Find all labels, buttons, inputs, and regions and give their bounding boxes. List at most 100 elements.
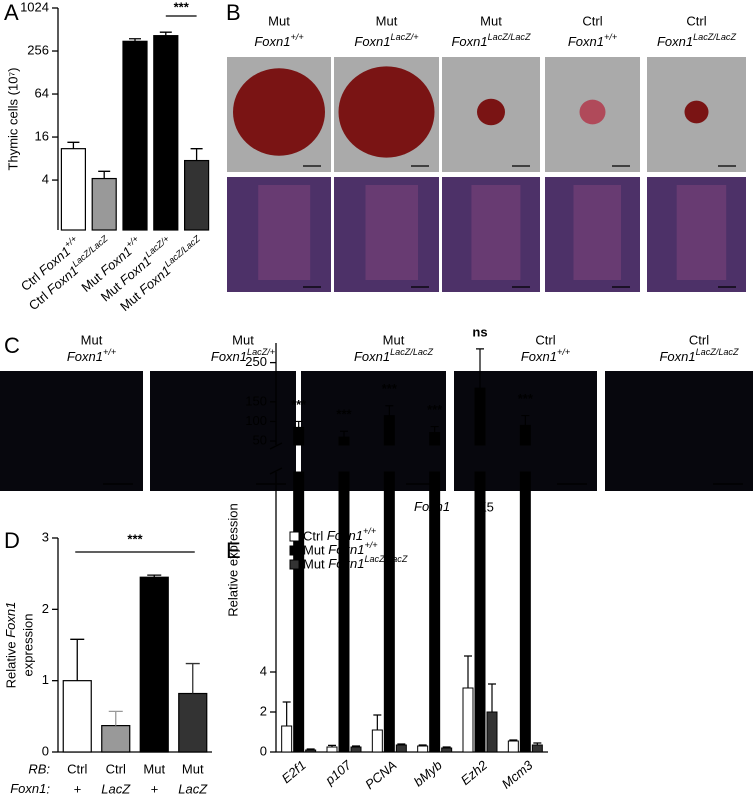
y-tick-label: 100 bbox=[245, 413, 267, 428]
histology-image bbox=[334, 177, 439, 292]
y-axis-label: Thymic cells (10⁷) bbox=[5, 68, 20, 171]
error-bar bbox=[70, 638, 85, 681]
bar bbox=[62, 680, 92, 753]
significance-label: *** bbox=[518, 391, 534, 406]
significance-label: *** bbox=[127, 531, 143, 546]
row-label: RB: bbox=[28, 761, 50, 776]
bar bbox=[350, 746, 362, 753]
histology-image bbox=[647, 177, 746, 292]
error-bar bbox=[476, 348, 484, 389]
column-group: Ctrl bbox=[689, 332, 709, 347]
column-genotype: Foxn1+/+ bbox=[254, 32, 303, 49]
y-tick-label: 4 bbox=[42, 171, 49, 186]
y-tick-label: 4 bbox=[260, 663, 267, 678]
significance-label: *** bbox=[427, 402, 443, 417]
thymus bbox=[684, 100, 709, 124]
x-tick-label: Mut bbox=[143, 761, 165, 776]
y-tick-label: 2 bbox=[260, 703, 267, 718]
y-tick-label: 64 bbox=[35, 85, 49, 100]
bar bbox=[474, 387, 486, 753]
y-tick-label: 1024 bbox=[20, 0, 49, 14]
y-tick-label: 50 bbox=[253, 433, 267, 448]
column-group: Ctrl bbox=[582, 13, 602, 28]
fluorescence-image bbox=[150, 371, 296, 491]
error-bar bbox=[430, 425, 439, 433]
error-bar bbox=[328, 744, 336, 747]
error-bar bbox=[147, 574, 162, 578]
x-tick-label: LacZ bbox=[101, 781, 131, 796]
column-genotype: Foxn1LacZ/LacZ bbox=[451, 32, 531, 49]
error-bar bbox=[294, 420, 303, 428]
bar bbox=[395, 744, 407, 753]
thymus bbox=[477, 98, 505, 126]
panel-letter: E bbox=[226, 538, 241, 563]
error-bar bbox=[533, 742, 542, 745]
x-tick-label: + bbox=[150, 781, 158, 796]
bar bbox=[383, 415, 395, 753]
column-genotype: Foxn1LacZ/+ bbox=[211, 347, 275, 364]
thymus bbox=[579, 99, 606, 125]
error-bar bbox=[352, 745, 360, 747]
bar bbox=[462, 687, 474, 753]
bar bbox=[139, 576, 169, 753]
fluorescence-image bbox=[301, 371, 446, 491]
significance-label: *** bbox=[291, 397, 307, 412]
thymus bbox=[338, 66, 435, 158]
bar bbox=[122, 40, 148, 231]
bar bbox=[531, 744, 543, 753]
error-bar bbox=[159, 31, 172, 36]
significance-label: *** bbox=[174, 0, 190, 14]
error-bar bbox=[442, 746, 451, 748]
column-group: Mut bbox=[376, 13, 398, 28]
error-bar bbox=[340, 430, 348, 438]
column-genotype: Foxn1+/+ bbox=[67, 347, 116, 364]
bar bbox=[417, 745, 429, 753]
bar bbox=[371, 729, 383, 753]
legend-swatch bbox=[289, 545, 300, 556]
column-group: Mut bbox=[268, 13, 290, 28]
error-bar bbox=[418, 744, 427, 746]
error-bar bbox=[464, 655, 472, 688]
error-bar bbox=[108, 710, 123, 726]
bar bbox=[305, 749, 317, 753]
axis-break bbox=[269, 442, 283, 475]
panel-letter: A bbox=[4, 0, 19, 25]
fluorescence-image bbox=[0, 371, 143, 491]
error-bar bbox=[185, 662, 200, 694]
column-genotype: Foxn1LacZ/+ bbox=[354, 32, 418, 49]
histology-image bbox=[442, 177, 540, 292]
column-group: Ctrl bbox=[686, 13, 706, 28]
legend-swatch bbox=[289, 531, 300, 542]
error-bar bbox=[282, 701, 291, 726]
histology-overlay bbox=[365, 185, 418, 280]
error-bar bbox=[190, 148, 203, 161]
y-tick-label: 0 bbox=[260, 743, 267, 758]
row-label: Foxn1: bbox=[10, 781, 50, 796]
column-genotype: Foxn1+/+ bbox=[521, 347, 570, 364]
x-tick-label: Mut bbox=[182, 761, 204, 776]
bar bbox=[338, 436, 350, 753]
histology-image bbox=[227, 177, 331, 292]
bar bbox=[153, 35, 179, 231]
column-genotype: Foxn1LacZ/LacZ bbox=[659, 347, 739, 364]
column-group: Mut bbox=[232, 332, 254, 347]
bar bbox=[507, 740, 519, 753]
significance-label: *** bbox=[382, 381, 398, 396]
bar bbox=[60, 148, 87, 231]
y-tick-label: 1 bbox=[42, 672, 49, 687]
x-tick-label: LacZ bbox=[178, 781, 208, 796]
histology-overlay bbox=[258, 185, 311, 280]
column-group: Mut bbox=[480, 13, 502, 28]
thymus bbox=[233, 68, 325, 156]
bar bbox=[326, 746, 338, 753]
error-bar bbox=[373, 714, 382, 730]
bar bbox=[178, 692, 208, 753]
y-tick-label: 2 bbox=[42, 601, 49, 616]
column-group: Ctrl bbox=[535, 332, 555, 347]
histology-overlay bbox=[573, 185, 621, 280]
y-axis-label: Relative expression bbox=[225, 503, 240, 616]
error-bar bbox=[98, 170, 111, 179]
legend-label: Ctrl Foxn1+/+ bbox=[303, 526, 376, 543]
